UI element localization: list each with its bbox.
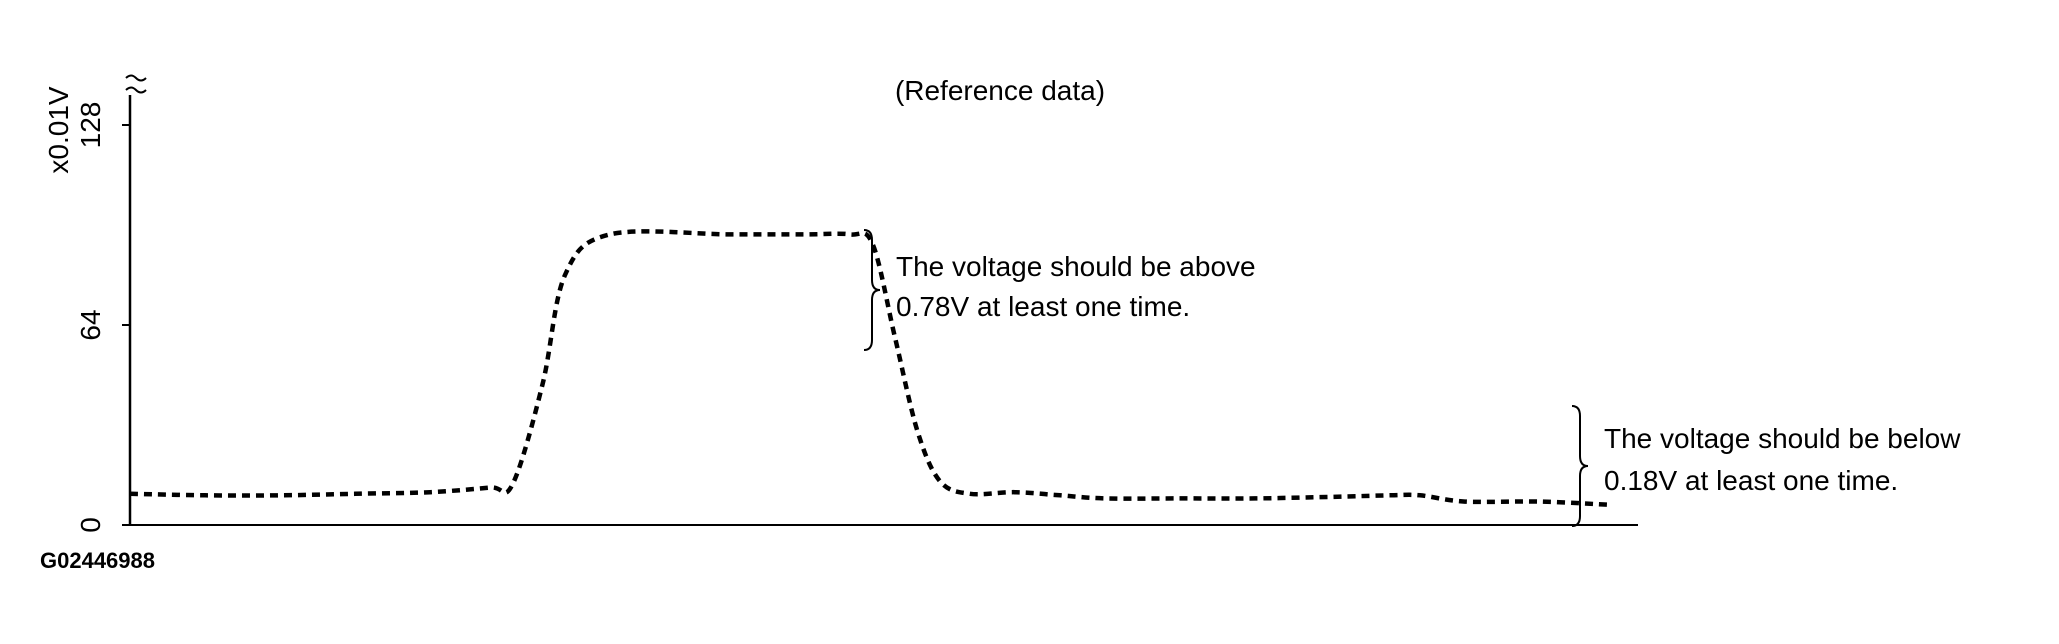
data-point-23 xyxy=(1328,495,1332,499)
annotation-above-line-1: The voltage should be above xyxy=(896,251,1256,282)
y-tick-label-64: 64 xyxy=(75,309,106,340)
y-axis-label: x0.01V xyxy=(43,86,74,173)
figure-id: G02446988 xyxy=(40,548,155,573)
brace-above xyxy=(863,229,881,351)
annotation-below-line-1: The voltage should be below xyxy=(1604,423,1961,454)
y-tick-label-0: 0 xyxy=(75,517,106,533)
data-point-27 xyxy=(1538,500,1542,504)
y-tick-label-128: 128 xyxy=(75,102,106,149)
voltage-series-line xyxy=(129,229,1608,507)
series-points xyxy=(128,232,1610,506)
data-point-6 xyxy=(511,482,515,486)
chart-title: (Reference data) xyxy=(895,75,1105,106)
axis-break-mark xyxy=(125,74,147,94)
brace-below xyxy=(1571,405,1589,527)
data-point-9 xyxy=(608,232,612,236)
data-point-12 xyxy=(848,232,852,236)
data-point-2 xyxy=(278,493,282,497)
y-ticks: 0 64 128 xyxy=(75,102,130,533)
data-point-14 xyxy=(893,336,897,340)
annotation-below-line-2: 0.18V at least one time. xyxy=(1604,465,1898,496)
data-point-5 xyxy=(488,486,492,490)
axes xyxy=(125,74,1638,526)
data-point-11 xyxy=(803,232,807,236)
annotation-above-line-2: 0.78V at least one time. xyxy=(896,291,1190,322)
